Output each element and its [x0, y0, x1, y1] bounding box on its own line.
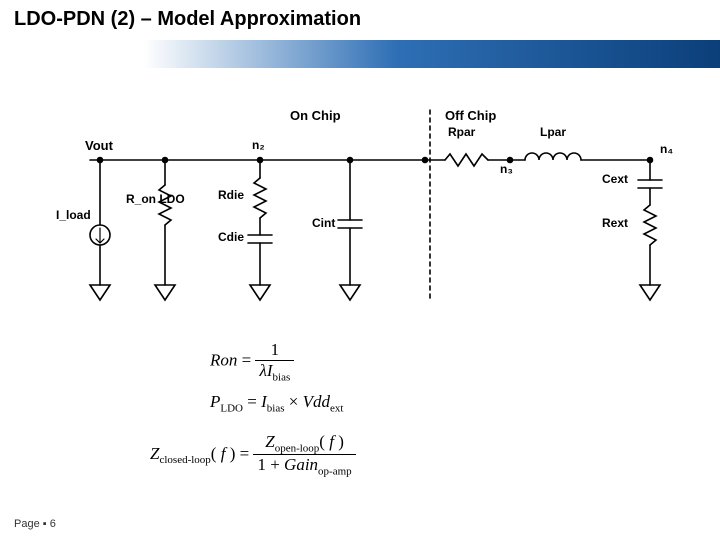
label-cdie: Cdie [218, 230, 244, 244]
label-lpar: Lpar [540, 125, 566, 139]
label-vout: Vout [85, 138, 113, 153]
label-rpar: Rpar [448, 125, 475, 139]
label-rdie: Rdie [218, 188, 244, 202]
label-cext: Cext [602, 172, 628, 186]
eq-ron: Ron = 1 λIbias [210, 340, 294, 383]
eq-z: Zclosed-loop( f ) = Zopen-loop( f ) 1 + … [150, 432, 356, 478]
page-footer: Page ▪ 6 [14, 518, 56, 530]
circuit-diagram: On Chip Off Chip Vout n₂ n₃ n₄ I_load R_… [30, 100, 710, 320]
label-iload: I_load [56, 208, 91, 222]
label-n2: n₂ [252, 138, 265, 152]
circuit-svg [30, 100, 710, 320]
label-ron-ldo: R_on LDO [126, 192, 185, 206]
label-n4: n₄ [660, 142, 673, 156]
label-on-chip: On Chip [290, 108, 341, 123]
label-off-chip: Off Chip [445, 108, 496, 123]
page-title: LDO-PDN (2) – Model Approximation [14, 8, 361, 31]
label-rext: Rext [602, 216, 628, 230]
label-cint: Cint [312, 216, 335, 230]
eq-pldo: PLDO = Ibias × Vddext [210, 392, 343, 414]
equations-block: Ron = 1 λIbias PLDO = Ibias × Vddext Zcl… [150, 340, 570, 510]
label-n3: n₃ [500, 162, 513, 176]
accent-band [0, 40, 720, 68]
